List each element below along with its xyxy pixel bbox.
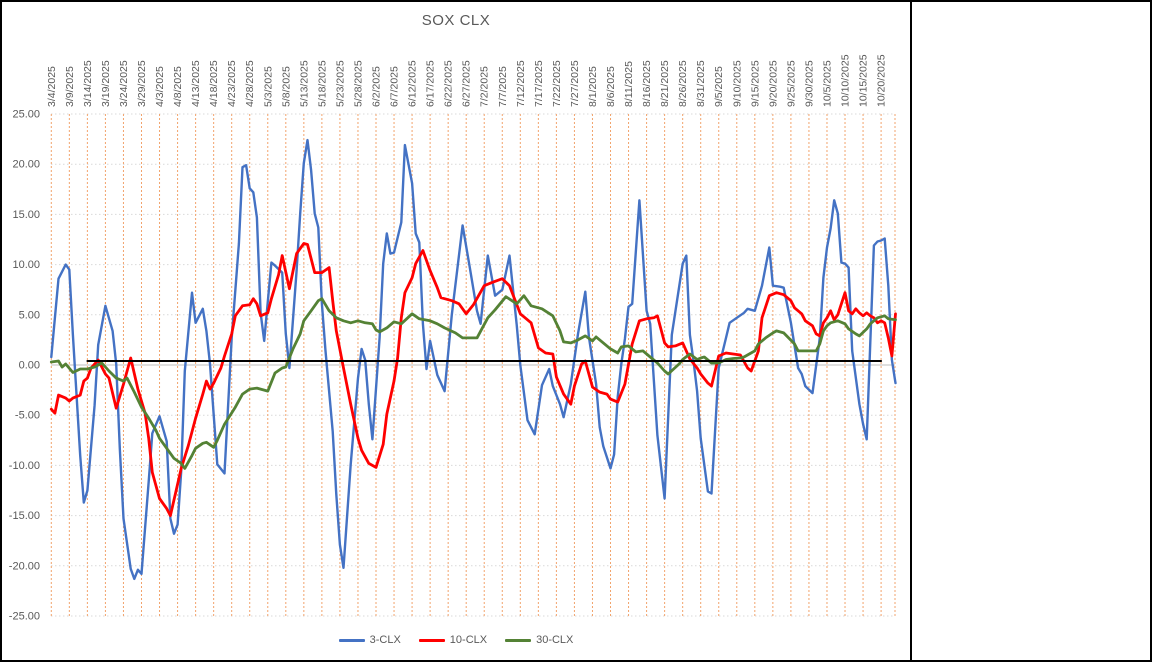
y-axis-tick-label: 25.00 [12, 109, 40, 121]
x-axis-tick-label: 4/3/2025 [154, 66, 166, 107]
x-axis-tick-label: 7/17/2025 [533, 60, 545, 107]
x-axis-tick-label: 7/22/2025 [551, 60, 563, 107]
x-axis-tick-label: 4/18/2025 [208, 60, 220, 107]
x-axis-tick-label: 7/7/2025 [497, 66, 509, 107]
x-axis-tick-label: 3/19/2025 [100, 60, 112, 107]
x-axis-tick-label: 10/5/2025 [821, 60, 833, 107]
x-axis-tick-label: 9/10/2025 [731, 60, 743, 107]
y-axis-tick-label: 15.00 [12, 209, 40, 221]
chart-title: SOX CLX [421, 12, 491, 29]
x-axis-tick-label: 8/21/2025 [659, 60, 671, 107]
x-axis-tick-label: 9/30/2025 [803, 60, 815, 107]
x-axis-tick-label: 4/28/2025 [244, 60, 256, 107]
x-axis-tick-label: 8/16/2025 [641, 60, 653, 107]
y-axis-tick-label: -5.00 [15, 410, 40, 422]
x-axis-tick-label: 8/31/2025 [695, 60, 707, 107]
x-axis-tick-label: 10/10/2025 [840, 54, 852, 107]
x-axis-tick-label: 6/2/2025 [371, 66, 383, 107]
x-axis-tick-label: 7/2/2025 [479, 66, 491, 107]
x-axis-tick-label: 3/29/2025 [136, 60, 148, 107]
y-axis-tick-label: 0.00 [19, 360, 40, 372]
x-axis-tick-label: 10/20/2025 [876, 54, 888, 107]
chart-legend: 3-CLX 10-CLX 30-CLX [2, 634, 910, 646]
x-axis-tick-label: 6/27/2025 [461, 60, 473, 107]
chart-frame-right-border [910, 2, 912, 660]
legend-marker-10clx-icon [418, 638, 445, 642]
y-axis-tick-label: -25.00 [9, 611, 40, 623]
legend-marker-3clx-icon [338, 638, 365, 642]
x-axis-tick-label: 9/20/2025 [767, 60, 779, 107]
x-axis-tick-label: 6/22/2025 [443, 60, 455, 107]
legend-item-30clx[interactable]: 30-CLX [505, 634, 573, 646]
y-axis-tick-label: 20.00 [12, 159, 40, 171]
y-axis-tick-label: 5.00 [19, 309, 40, 321]
legend-label-3clx: 3-CLX [369, 634, 401, 646]
x-axis-tick-label: 8/6/2025 [605, 66, 617, 107]
series-line-30-CLX [49, 294, 897, 470]
legend-label-10clx: 10-CLX [449, 634, 488, 646]
x-axis-tick-label: 4/13/2025 [190, 60, 202, 107]
x-axis-tick-label: 6/7/2025 [389, 66, 401, 107]
x-axis-tick-label: 5/13/2025 [298, 60, 310, 107]
legend-item-10clx[interactable]: 10-CLX [418, 634, 488, 646]
x-axis-tick-label: 5/8/2025 [280, 66, 292, 107]
x-axis-tick-label: 3/4/2025 [46, 66, 58, 107]
x-axis-tick-label: 3/9/2025 [64, 66, 76, 107]
x-axis-tick-label: 5/18/2025 [316, 60, 328, 107]
x-axis-tick-label: 9/15/2025 [749, 60, 761, 107]
series-line-10-CLX [49, 242, 897, 517]
y-axis-tick-label: -10.00 [9, 460, 40, 472]
x-axis-tick-label: 3/14/2025 [82, 60, 94, 107]
x-axis-tick-label: 7/12/2025 [515, 60, 527, 107]
x-axis-tick-label: 9/5/2025 [713, 66, 725, 107]
y-axis-tick-label: 10.00 [12, 259, 40, 271]
x-axis-tick-label: 6/12/2025 [407, 60, 419, 107]
x-axis-tick-label: 4/23/2025 [226, 60, 238, 107]
x-axis-tick-label: 4/8/2025 [172, 66, 184, 107]
x-axis-tick-label: 5/23/2025 [334, 60, 346, 107]
x-axis-tick-label: 8/11/2025 [623, 61, 635, 107]
y-axis-tick-label: -20.00 [9, 560, 40, 572]
x-axis-tick-label: 8/26/2025 [677, 60, 689, 107]
x-axis-tick-label: 9/25/2025 [785, 60, 797, 107]
legend-item-3clx[interactable]: 3-CLX [338, 634, 401, 646]
y-axis-tick-label: -15.00 [9, 510, 40, 522]
x-axis-tick-label: 3/24/2025 [118, 60, 130, 107]
series-line-3-CLX [50, 138, 897, 581]
x-axis-tick-label: 8/1/2025 [587, 66, 599, 107]
legend-marker-30clx-icon [505, 638, 532, 642]
x-axis-tick-label: 10/15/2025 [858, 54, 870, 107]
x-axis-tick-label: 5/28/2025 [352, 60, 364, 107]
x-axis-tick-label: 6/17/2025 [425, 60, 437, 107]
x-axis-tick-label: 7/27/2025 [569, 60, 581, 107]
x-axis-tick-label: 5/3/2025 [262, 66, 274, 107]
legend-label-30clx: 30-CLX [536, 634, 574, 646]
